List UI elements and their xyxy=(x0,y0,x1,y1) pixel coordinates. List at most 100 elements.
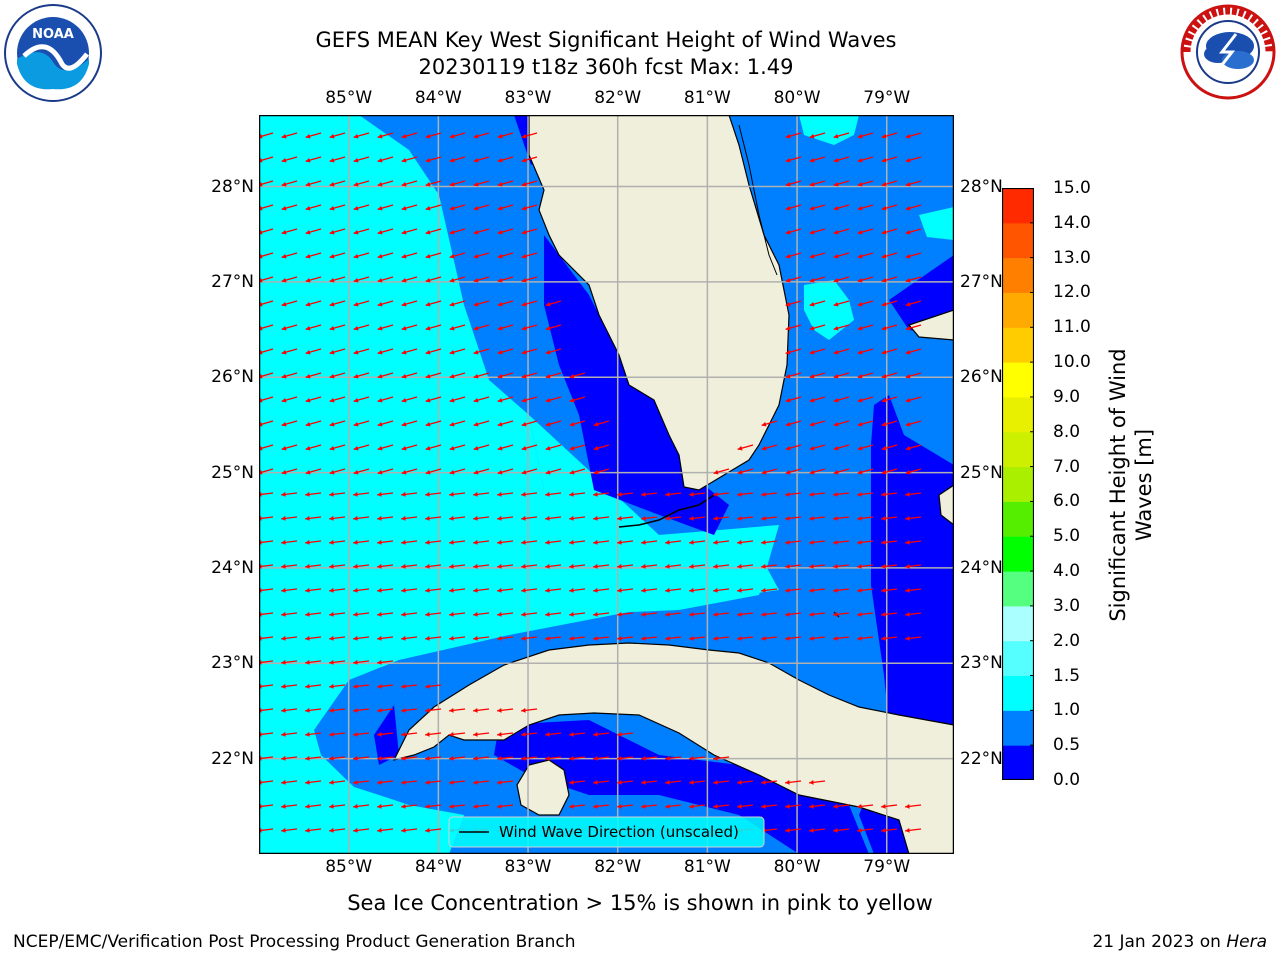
colorbar-band-3 xyxy=(1002,640,1034,677)
wave-arrow-20 xyxy=(305,156,322,163)
wave-arrow-357 xyxy=(473,540,490,545)
wave-arrow-543 xyxy=(569,756,586,761)
wave-arrow-218 xyxy=(809,396,826,403)
wave-arrow-490 xyxy=(305,660,322,665)
wave-arrow-424 xyxy=(737,588,754,593)
wave-arrow-486 xyxy=(881,636,898,641)
wave-arrow-350 xyxy=(305,540,322,545)
wave-arrow-442 xyxy=(497,612,514,617)
lat-tick-right-3: 25°N xyxy=(960,462,1003,483)
wave-arrow-384 xyxy=(449,564,466,569)
wave-arrow-556 xyxy=(401,780,418,785)
wave-arrow-101 xyxy=(521,252,538,259)
colorbar-label-17: 15.0 xyxy=(1053,178,1091,198)
wave-arrow-234 xyxy=(521,420,538,427)
wave-arrow-69 xyxy=(857,204,874,211)
wave-arrow-322 xyxy=(305,516,322,521)
wave-arrow-383 xyxy=(425,564,442,569)
wave-arrow-368 xyxy=(737,540,754,545)
wave-arrow-358 xyxy=(497,540,514,545)
wave-arrow-409 xyxy=(377,588,394,593)
wave-arrow-589 xyxy=(713,804,730,809)
wave-arrow-227 xyxy=(353,420,370,427)
wave-arrow-374 xyxy=(881,540,898,545)
wave-arrow-304 xyxy=(545,492,562,497)
noaa-logo: NOAA xyxy=(4,4,102,102)
wave-arrow-435 xyxy=(329,612,346,617)
wave-arrow-566 xyxy=(689,780,706,785)
wave-arrow-11 xyxy=(521,132,538,139)
wave-arrow-175 xyxy=(521,348,538,355)
wave-arrow-237 xyxy=(593,420,610,427)
lon-tick-top-6: 79°W xyxy=(863,88,911,108)
wave-arrow-257 xyxy=(545,444,562,451)
lon-tick-top-3: 82°W xyxy=(594,88,642,108)
wave-arrow-202 xyxy=(905,372,922,379)
wave-arrow-585 xyxy=(617,804,634,809)
wave-arrow-407 xyxy=(329,588,346,593)
wave-arrow-253 xyxy=(449,444,466,451)
wave-arrow-249 xyxy=(353,444,370,451)
wave-arrow-48 xyxy=(785,180,802,187)
wave-arrow-545 xyxy=(617,756,634,761)
wave-arrow-3 xyxy=(329,132,346,139)
wave-arrow-179 xyxy=(833,348,850,355)
wave-arrow-457 xyxy=(857,612,874,617)
wave-arrow-493 xyxy=(377,660,394,665)
lon-tick-bottom-2: 83°W xyxy=(504,857,552,877)
wave-arrow-601 xyxy=(329,828,346,833)
wave-arrow-279 xyxy=(521,468,538,475)
wave-height-map: Wind Wave Direction (unscaled) xyxy=(259,115,954,854)
wave-arrow-326 xyxy=(401,516,418,521)
wave-arrow-98 xyxy=(449,252,466,259)
footer-left: NCEP/EMC/Verification Post Processing Pr… xyxy=(13,932,576,952)
wave-arrow-412 xyxy=(449,588,466,593)
wave-arrow-169 xyxy=(377,348,394,355)
colorbar-band-16 xyxy=(1002,188,1034,224)
wave-arrow-341 xyxy=(761,516,778,521)
wave-arrow-200 xyxy=(857,372,874,379)
wave-arrow-283 xyxy=(713,468,730,475)
colorbar-label-0: 0.0 xyxy=(1053,770,1081,790)
wave-arrow-571 xyxy=(809,780,826,785)
map-legend: Wind Wave Direction (unscaled) xyxy=(448,816,765,848)
wave-arrow-149 xyxy=(353,324,370,331)
wave-arrow-167 xyxy=(329,348,346,355)
land-bahamas-north xyxy=(907,309,954,341)
wave-arrow-276 xyxy=(449,468,466,475)
wave-arrow-84 xyxy=(785,228,802,235)
wave-arrow-532 xyxy=(305,756,322,761)
wave-arrow-451 xyxy=(713,612,730,617)
wave-arrow-466 xyxy=(401,636,418,641)
wave-arrow-265 xyxy=(857,444,874,451)
lat-tick-left-4: 24°N xyxy=(211,557,254,578)
wave-arrow-233 xyxy=(497,420,514,427)
wave-arrow-518 xyxy=(353,732,370,737)
wave-arrow-498 xyxy=(353,684,370,689)
wave-arrow-89 xyxy=(905,228,922,235)
wave-arrow-173 xyxy=(473,348,490,355)
lon-tick-bottom-6: 79°W xyxy=(863,857,911,877)
wave-arrow-426 xyxy=(785,588,802,593)
wave-arrow-605 xyxy=(425,828,442,833)
colorbar-band-14 xyxy=(1002,257,1034,293)
wave-arrow-436 xyxy=(353,612,370,617)
wave-arrow-187 xyxy=(353,372,370,379)
wave-arrow-229 xyxy=(401,420,418,427)
wave-arrow-140 xyxy=(809,300,826,307)
lat-tick-left-2: 26°N xyxy=(211,367,254,388)
wave-band-0-0.5m-west xyxy=(374,705,399,765)
colorbar-band-2 xyxy=(1002,675,1034,711)
colorbar-label-3: 1.5 xyxy=(1053,665,1081,686)
colorbar-label-4: 2.0 xyxy=(1053,630,1081,651)
wave-arrow-30 xyxy=(785,156,802,163)
colorbar-label-5: 3.0 xyxy=(1053,595,1081,616)
wave-arrow-427 xyxy=(809,588,826,593)
wave-arrow-329 xyxy=(473,516,490,521)
footer-right: 21 Jan 2023 on Hera xyxy=(1092,932,1267,952)
wave-arrow-549 xyxy=(713,756,730,761)
wave-arrow-360 xyxy=(545,540,562,545)
wave-arrow-475 xyxy=(617,636,634,641)
wave-arrow-485 xyxy=(857,636,874,641)
wave-arrow-354 xyxy=(401,540,418,545)
